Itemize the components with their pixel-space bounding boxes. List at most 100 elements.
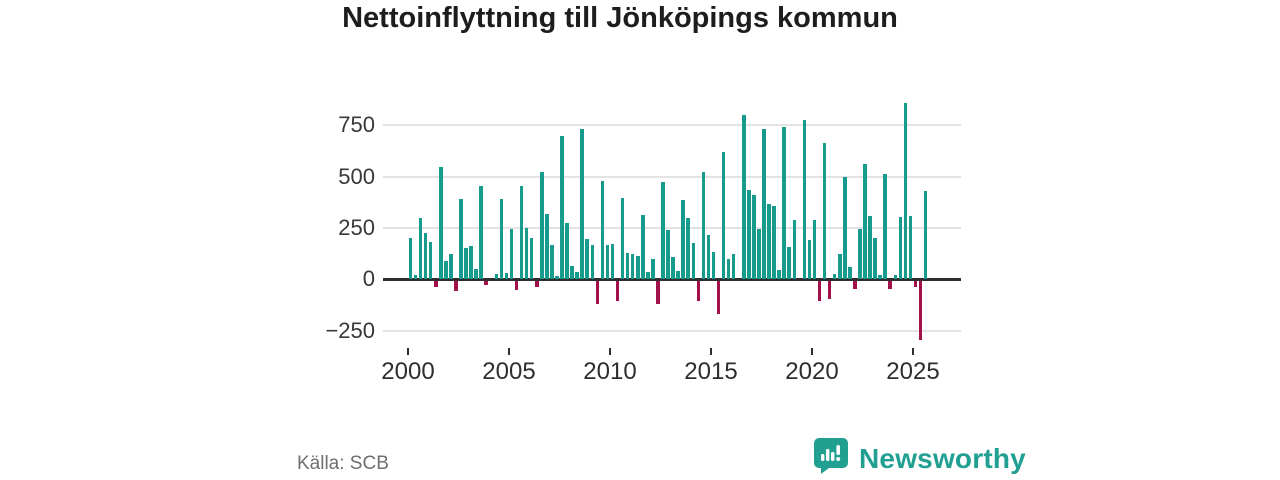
bar-2010Q1 [610,244,615,280]
bar-2008Q2 [575,272,579,280]
x-tick-label: 2005 [482,358,536,385]
bar-2024Q2 [898,216,903,280]
y-tick-label: 750 [338,112,375,138]
bar-2019Q1 [792,219,797,280]
bar-2020Q3 [822,142,827,280]
brand-name: Newsworthy [859,442,1026,474]
x-tick-label: 2020 [785,358,839,385]
x-tick-mark [811,348,813,355]
bar-2018Q1 [772,206,776,280]
gridline--250 [383,329,961,332]
bar-2022Q4 [868,215,872,280]
bar-2013Q4 [686,217,691,280]
bar-2000Q2 [413,275,418,280]
bar-2015Q2 [716,280,721,314]
bar-2002Q1 [449,253,453,280]
gridline-250 [383,226,961,229]
bar-2023Q2 [878,275,882,280]
bar-2008Q4 [585,239,590,280]
bar-2004Q2 [494,274,499,280]
bar-2001Q1 [428,242,433,280]
bar-2018Q3 [782,127,786,280]
y-tick-label: −250 [325,317,375,343]
bar-2001Q3 [439,167,443,280]
bar-2017Q3 [762,129,766,280]
bar-2021Q2 [837,253,842,280]
bar-2005Q1 [509,228,514,280]
bar-2010Q2 [615,280,620,302]
bar-2021Q1 [832,274,837,280]
bar-2017Q1 [752,195,756,280]
bar-2022Q3 [863,164,867,280]
bar-2011Q2 [635,255,640,280]
y-tick-label: 500 [338,163,375,189]
bar-2003Q4 [484,280,489,285]
bar-2003Q2 [474,269,478,280]
bar-2015Q1 [711,251,716,280]
bar-2012Q1 [651,258,655,280]
bar-2025Q3 [923,190,928,280]
x-tick-mark [609,348,611,355]
bar-2018Q2 [777,270,781,280]
x-axis-zero-line [383,277,961,281]
bar-2000Q4 [423,233,428,280]
x-tick-label: 2025 [886,358,940,385]
bar-2015Q3 [721,151,726,280]
bar-2013Q3 [681,200,685,280]
bar-2012Q4 [666,230,670,280]
bar-2011Q3 [641,214,645,280]
bar-2017Q2 [757,228,761,280]
bar-2012Q3 [661,181,665,280]
bar-2012Q2 [656,280,660,305]
bar-2014Q1 [691,243,696,280]
bar-2008Q3 [580,129,584,280]
bar-2007Q3 [560,135,564,280]
bar-2009Q4 [605,245,610,280]
bar-2022Q1 [853,280,857,289]
bar-2001Q4 [444,260,448,280]
gridline-500 [383,175,961,178]
y-tick-label: 250 [338,214,375,240]
bar-2020Q1 [812,219,817,280]
bar-2023Q3 [883,173,887,280]
bar-2020Q2 [817,280,822,302]
bar-2009Q1 [590,245,595,280]
bar-2005Q3 [519,185,524,280]
bar-2000Q3 [418,217,423,280]
bar-2013Q2 [676,271,680,280]
bar-2016Q3 [742,114,746,280]
bar-2022Q2 [858,228,862,280]
bar-2023Q1 [873,238,877,280]
bar-2021Q3 [843,176,847,280]
bar-2010Q3 [620,198,625,280]
bar-2007Q4 [565,222,569,280]
bar-2000Q1 [408,238,413,280]
bar-2002Q4 [464,248,468,280]
x-tick-label: 2000 [381,358,435,385]
bar-2005Q2 [514,280,519,291]
bar-2021Q4 [848,266,852,280]
bar-2006Q4 [545,213,549,280]
bar-2025Q1 [913,280,918,287]
bar-2003Q1 [469,246,473,280]
bar-2004Q3 [499,199,504,280]
bar-2018Q4 [787,247,792,280]
bar-2011Q4 [646,272,650,280]
bar-2002Q3 [459,199,463,280]
y-tick-label: 0 [362,266,375,292]
bar-2006Q1 [529,238,534,280]
bar-2014Q4 [706,235,711,280]
bar-2009Q2 [595,280,600,305]
chart-title: Nettoinflyttning till Jönköpings kommun [342,2,898,34]
bar-2007Q1 [550,245,554,280]
bar-2011Q1 [630,253,635,280]
bar-2002Q2 [454,280,458,292]
newsworthy-logo-icon [813,437,849,480]
bar-2005Q4 [524,227,529,280]
bar-2019Q4 [807,240,812,280]
bar-2024Q1 [893,275,898,280]
bar-2013Q1 [671,256,675,280]
source-label: Källa: SCB [297,453,389,474]
bar-2016Q4 [747,189,751,280]
